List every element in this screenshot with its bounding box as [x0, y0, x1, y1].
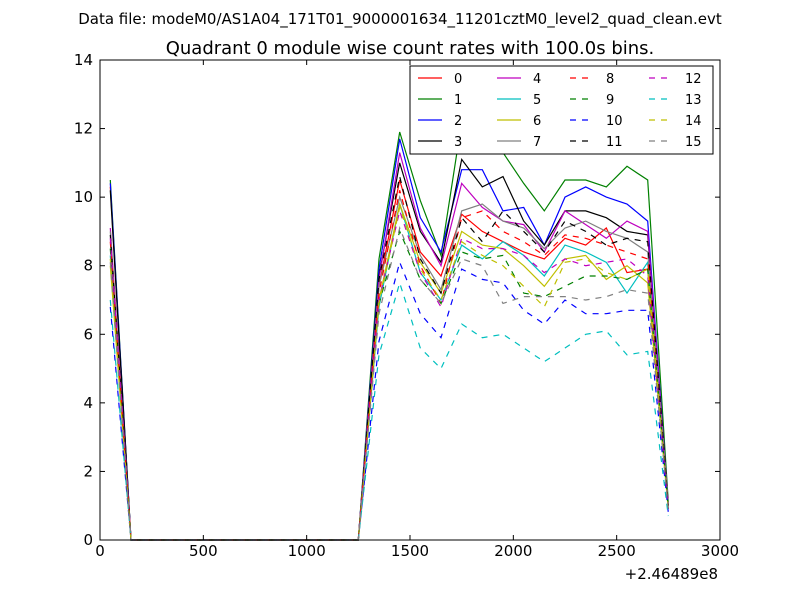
- x-tick-label: 3000: [701, 542, 739, 560]
- legend-label-5: 5: [533, 93, 541, 108]
- x-tick-label: 1500: [391, 542, 429, 560]
- y-tick-label: 12: [74, 120, 93, 138]
- legend-label-14: 14: [685, 114, 702, 129]
- y-tick-label: 0: [83, 531, 93, 549]
- legend-label-6: 6: [533, 114, 541, 129]
- legend-label-3: 3: [454, 135, 462, 150]
- legend-label-12: 12: [685, 72, 702, 87]
- legend-label-9: 9: [606, 93, 614, 108]
- legend-label-11: 11: [606, 135, 623, 150]
- x-tick-label: 0: [95, 542, 105, 560]
- x-tick-label: 2000: [494, 542, 532, 560]
- legend-label-4: 4: [533, 72, 541, 87]
- series-line-0: [109, 179, 669, 541]
- series-line-7: [109, 194, 669, 541]
- x-tick-label: 1000: [288, 542, 326, 560]
- y-tick-label: 4: [83, 394, 93, 412]
- series-line-10: [109, 260, 669, 541]
- y-tick-label: 8: [83, 257, 93, 275]
- suptitle: Data file: modeM0/AS1A04_171T01_90000016…: [78, 10, 722, 29]
- y-tick-label: 2: [83, 462, 93, 480]
- x-offset-label: +2.46489e8: [625, 565, 718, 583]
- series-line-9: [109, 229, 669, 541]
- legend-label-15: 15: [685, 135, 702, 150]
- y-tick-label: 14: [74, 51, 93, 69]
- legend-label-1: 1: [454, 93, 462, 108]
- x-tick-label: 2500: [598, 542, 636, 560]
- series-line-15: [109, 226, 669, 541]
- series-line-12: [109, 208, 669, 541]
- y-tick-label: 10: [74, 188, 93, 206]
- legend-label-10: 10: [606, 114, 623, 129]
- legend-label-8: 8: [606, 72, 614, 87]
- legend-label-7: 7: [533, 135, 541, 150]
- series-line-8: [109, 190, 669, 541]
- legend-label-0: 0: [454, 72, 462, 87]
- legend-label-13: 13: [685, 93, 702, 108]
- chart-title: Quadrant 0 module wise count rates with …: [166, 38, 655, 59]
- y-tick-label: 6: [83, 325, 93, 343]
- series-line-11: [109, 176, 669, 541]
- legend-box: [409, 65, 714, 155]
- series-line-1: [109, 120, 669, 541]
- x-tick-label: 500: [189, 542, 218, 560]
- series-line-14: [109, 205, 669, 541]
- legend-label-2: 2: [454, 114, 462, 129]
- series-layer: [109, 120, 669, 541]
- series-line-13: [109, 280, 669, 541]
